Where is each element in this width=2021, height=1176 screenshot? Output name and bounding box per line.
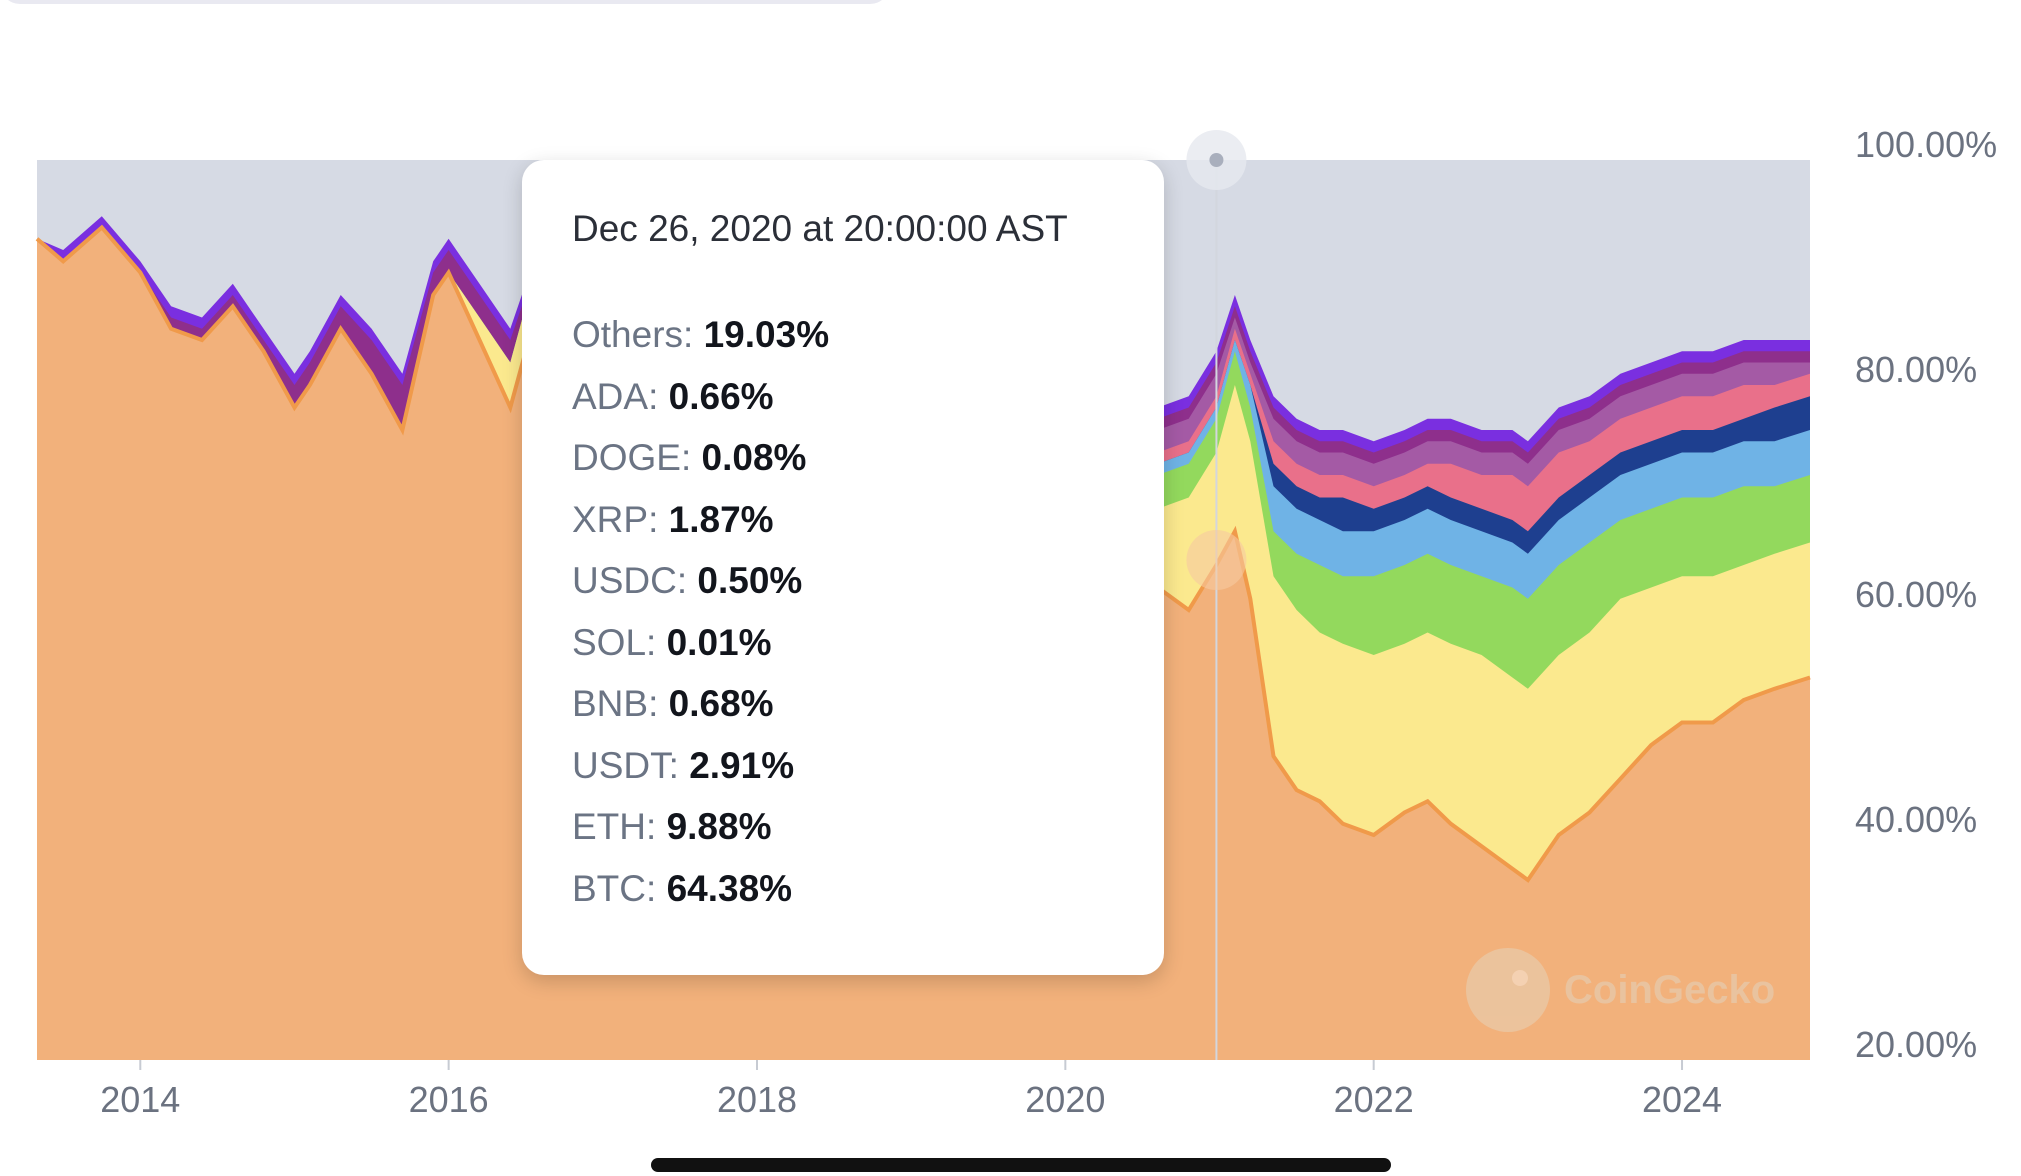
x-tick-label: 2020	[1025, 1079, 1105, 1120]
hover-tooltip: Dec 26, 2020 at 20:00:00 AST Others: 19.…	[522, 160, 1164, 975]
tooltip-value: 9.88%	[666, 806, 772, 847]
hover-highlight	[1186, 130, 1247, 1060]
x-tick-label: 2024	[1642, 1079, 1722, 1120]
tooltip-label: Others:	[572, 314, 694, 355]
tooltip-row-bnb: BNB: 0.68%	[572, 683, 1164, 745]
tooltip-label: SOL:	[572, 621, 657, 663]
x-axis: 2014 2016 2018 2020 2022 2024	[100, 1060, 1722, 1120]
coingecko-watermark: CoinGecko	[1466, 948, 1775, 1032]
tooltip-row-doge: DOGE: 0.08%	[572, 437, 1164, 499]
y-tick-label: 20.00%	[1855, 1024, 1977, 1065]
tooltip-label: BTC:	[572, 867, 657, 909]
x-tick-label: 2014	[100, 1079, 180, 1120]
x-tick-label: 2022	[1334, 1079, 1414, 1120]
x-tick-label: 2016	[409, 1079, 489, 1120]
tooltip-label: ETH:	[572, 806, 657, 847]
tooltip-value: 2.91%	[689, 744, 795, 786]
y-tick-label: 40.00%	[1855, 799, 1977, 840]
y-tick-label: 100.00%	[1855, 124, 1997, 165]
gecko-logo-icon	[1466, 948, 1550, 1032]
y-tick-label: 80.00%	[1855, 349, 1977, 390]
tooltip-row-btc: BTC: 64.38%	[572, 868, 1164, 930]
top-segment-control[interactable]	[0, 0, 890, 4]
tooltip-value: 0.01%	[666, 621, 772, 663]
tooltip-label: USDT:	[572, 744, 679, 786]
tooltip-value: 0.50%	[697, 560, 803, 601]
tooltip-value: 64.38%	[666, 867, 793, 909]
tooltip-label: USDC:	[572, 560, 688, 601]
y-axis: 100.00% 80.00% 60.00% 40.00% 20.00%	[1855, 124, 1997, 1065]
watermark-text: CoinGecko	[1564, 967, 1776, 1012]
tooltip-row-others: Others: 19.03%	[572, 314, 1164, 376]
tooltip-row-usdc: USDC: 0.50%	[572, 560, 1164, 622]
crosshair-top-dot	[1209, 153, 1224, 167]
y-tick-label: 60.00%	[1855, 574, 1977, 615]
tooltip-row-xrp: XRP: 1.87%	[572, 499, 1164, 561]
tooltip-label: ADA:	[572, 375, 659, 417]
tooltip-label: BNB:	[572, 683, 659, 724]
tooltip-row-sol: SOL: 0.01%	[572, 622, 1164, 684]
tooltip-label: XRP:	[572, 498, 659, 540]
x-tick-label: 2018	[717, 1079, 797, 1120]
tooltip-date: Dec 26, 2020 at 20:00:00 AST	[572, 208, 1068, 249]
tooltip-label: DOGE:	[572, 437, 692, 478]
tooltip-value: 0.66%	[668, 375, 774, 417]
tooltip-value: 19.03%	[703, 314, 830, 355]
tooltip-row-usdt: USDT: 2.91%	[572, 745, 1164, 807]
home-indicator[interactable]	[651, 1158, 1391, 1172]
tooltip-row-eth: ETH: 9.88%	[572, 806, 1164, 868]
tooltip-value: 1.87%	[668, 498, 774, 540]
tooltip-row-ada: ADA: 0.66%	[572, 376, 1164, 438]
tooltip-value: 0.68%	[668, 683, 774, 724]
tooltip-value: 0.08%	[701, 437, 807, 478]
crosshair-btc-marker	[1186, 530, 1247, 590]
